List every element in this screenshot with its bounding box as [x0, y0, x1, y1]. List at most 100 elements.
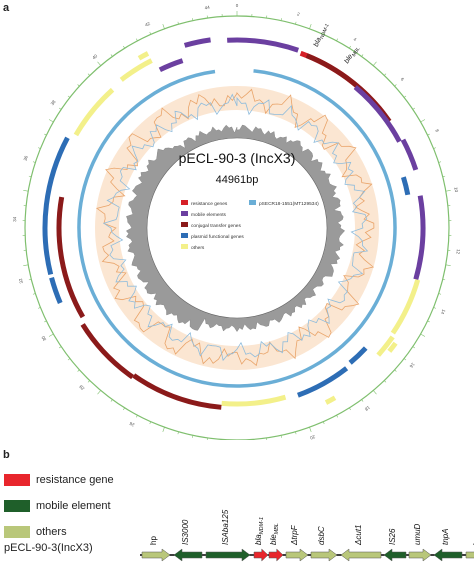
gene-segment-plasmid-functional — [348, 346, 368, 365]
scale-tick — [59, 107, 62, 110]
scale-tick — [384, 73, 387, 76]
gene-label: ΔtrpF — [290, 524, 299, 546]
gene-arrow-other — [310, 548, 338, 562]
scale-tick — [67, 358, 71, 361]
scale-tick — [192, 18, 194, 21]
scale-tick — [427, 320, 430, 323]
gene-segment-mobile — [158, 58, 184, 73]
gene-label-ble-mbl: bleMBL — [343, 44, 361, 66]
linear-plasmid-name: pECL-90-3(IncX3) — [4, 542, 93, 554]
gc-content-ring — [95, 86, 379, 370]
scale-tick — [336, 38, 338, 41]
scale-tick — [38, 147, 41, 149]
scale-tick-label: 14 — [440, 308, 447, 315]
legend-label-mobile: mobile element — [36, 500, 111, 512]
reference-identity-line — [102, 93, 369, 362]
scale-tick — [442, 175, 446, 178]
linear-gene-map: hp IS3000 ISAba125 blaNDM-1 bleMBL ΔtrpF dsbC Δ… — [140, 509, 474, 562]
gene-segment-plasmid-functional — [49, 277, 63, 304]
scale-tick — [349, 45, 351, 49]
legend-swatch-mobile — [4, 500, 30, 512]
scale-tick-label: 40 — [91, 53, 98, 60]
scale-tick — [177, 431, 179, 435]
legend-swatch — [181, 211, 188, 216]
scale-tick — [23, 264, 29, 266]
scale-tick-label: 2 — [296, 11, 300, 17]
gene-segment-mobile — [353, 85, 402, 143]
legend-item-others: others — [4, 522, 114, 542]
gene-label: dsbC — [317, 526, 326, 545]
scale-tick-labels: 0246810121416182022242628303234363840424… — [12, 3, 461, 440]
gc-content-line — [95, 88, 375, 367]
scale-tick-label: 0 — [236, 3, 239, 8]
gc-skew-ring — [125, 124, 346, 332]
scale-tick — [162, 23, 165, 29]
gene-arrow-mobile — [433, 548, 463, 562]
plasmid-size: 44961bp — [216, 174, 259, 186]
scale-tick-label: 8 — [434, 128, 440, 133]
gene-segment-others — [73, 87, 115, 137]
legend-panel-b: resistance gene mobile element others — [4, 470, 114, 548]
legend-swatch-others — [4, 526, 30, 538]
scale-tick — [44, 133, 47, 136]
scale-tick — [87, 380, 90, 383]
outer-scale-ring — [22, 11, 452, 440]
scale-tick — [361, 399, 364, 402]
gene-segment-others — [221, 394, 287, 407]
scale-tick-label: 32 — [18, 277, 24, 284]
scale-tick — [110, 54, 113, 57]
scale-tick — [149, 31, 152, 35]
scale-tick — [373, 390, 377, 395]
gene-label: bleMBL — [269, 523, 280, 545]
scale-tick — [442, 278, 446, 281]
gene-label-bla-ndm: blaNDM-1 — [313, 22, 331, 49]
scale-tick — [32, 161, 36, 163]
scale-tick — [322, 421, 325, 425]
scale-tick — [420, 333, 426, 337]
gene-segment-others — [390, 279, 421, 335]
gene-arrow-other — [340, 548, 382, 562]
legend-swatch — [181, 244, 188, 249]
scale-tick — [361, 54, 364, 57]
scale-tick-label: 34 — [12, 216, 17, 222]
gene-segment-conjugal — [80, 323, 135, 380]
gene-segment-conjugal — [132, 373, 222, 410]
scale-tick — [28, 175, 32, 178]
gene-segment-conjugal — [56, 196, 86, 319]
gene-label: ISAba125 — [221, 509, 230, 545]
gene-segment-others — [137, 51, 150, 61]
scale-tick — [149, 421, 152, 425]
scale-tick — [59, 346, 62, 349]
scale-tick — [110, 399, 113, 402]
legend-label: conjugal transfer genes — [191, 223, 241, 229]
legend-panel-a: resistance genes mobile elements conjugal … — [181, 200, 319, 251]
legend-item-mobile: mobile element — [4, 496, 114, 516]
scale-tick — [38, 307, 41, 309]
scale-tick-label: 12 — [455, 249, 461, 255]
gene-arrow-resistance — [268, 548, 284, 562]
scale-tick — [32, 293, 36, 295]
gene-arrow-mobile — [173, 548, 203, 562]
gene-label: IS26 — [388, 528, 397, 545]
gene-label: tnpA — [441, 529, 450, 545]
gene-segment-others — [387, 341, 398, 353]
panel-b-label: b — [3, 449, 10, 461]
scale-tick-label: 36 — [23, 155, 29, 162]
legend-label-resistance: resistance gene — [36, 474, 114, 486]
gene-arrow-resistance — [253, 548, 269, 562]
reference-plasmid-arc — [77, 69, 397, 388]
gene-segment-plasmid-functional — [297, 366, 349, 398]
scale-tick — [97, 390, 101, 395]
scale-tick — [384, 380, 387, 383]
gene-arrow-mobile — [383, 548, 407, 562]
scale-tick — [44, 320, 47, 323]
gene-arrow-other — [141, 548, 171, 562]
gene-arrow-other — [285, 548, 309, 562]
legend-label: mobile elements — [191, 212, 227, 218]
scale-tick — [309, 23, 312, 29]
scale-tick-label: 38 — [50, 99, 57, 106]
scale-tick-label: 10 — [453, 187, 459, 193]
scale-tick — [373, 61, 377, 66]
scale-tick — [123, 45, 125, 49]
scale-tick — [77, 369, 80, 372]
